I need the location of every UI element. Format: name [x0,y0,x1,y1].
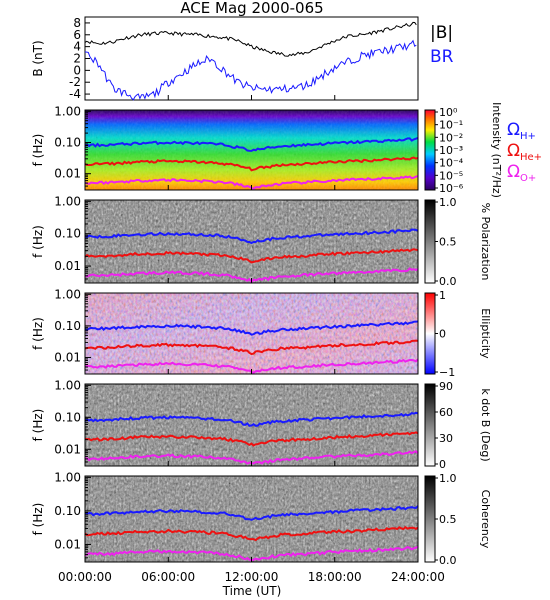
cyclotron-line-omega-He [84,156,419,172]
y-tick-label: 0.10 [54,319,81,333]
panel-polarization: 0.01 0.10 1.00 f (Hz) 1.0 0.5 0.0 % Polarizatio… [31,194,492,288]
y-axis-label: f (Hz) [31,317,45,350]
y-tick-label: 0.10 [54,227,81,241]
colorbar-tick-label: 10⁻³ [439,144,463,157]
y-tick-label: 1.00 [54,194,81,208]
colorbar-tick-label: 60 [439,406,453,419]
y-tick-label: 1.00 [54,470,81,484]
y-tick-label: 1.00 [54,378,81,392]
cyclotron-line-omega-He [84,525,419,542]
chart-title: ACE Mag 2000-065 [180,0,323,17]
y-axis-label: B (nT) [31,40,45,76]
colorbar-label: Intensity (nT²/Hz) [490,102,503,198]
colorbar-label: Coherency [479,490,492,549]
colorbar-tick-label: 0 [439,328,446,341]
y-tick-label: 4 [73,40,81,54]
legend-omega-h: ΩH+ [507,120,536,142]
cyclotron-line-omega-H [84,411,419,427]
y-tick-label: 0.01 [54,167,81,181]
colorbar-tick-label: 10⁻⁶ [439,182,464,195]
colorbar-tick-label: −1 [439,366,455,379]
y-tick-label: 0.10 [54,135,81,149]
y-axis-label: f (Hz) [31,225,45,258]
colorbar-tick-label: 10⁻⁵ [439,169,463,182]
time-axis: 00:00:00 06:00:00 12:00:00 18:00:00 24:00:00… [58,570,445,598]
colorbar [424,383,436,467]
colorbar-tick-label: 30 [439,432,453,445]
time-tick-label: 24:00:00 [391,570,445,584]
series-line-b-total [84,21,417,57]
panel-k-dot-b: 0.01 0.10 1.00 f (Hz) 90 60 30 0 k dot B (Deg) [31,378,492,471]
legend-b-r: BR [430,47,454,67]
legend-omega-he: ΩHe+ [507,141,542,163]
time-tick-label: 06:00:00 [141,570,195,584]
colorbar-tick-label: 0.5 [439,236,457,249]
y-tick-label: 0.10 [54,410,81,424]
colorbar-tick-label: 1.0 [439,472,457,485]
colorbar [424,292,436,375]
colorbar-tick-label: 10⁻¹ [439,119,463,132]
time-tick-label: 12:00:00 [225,570,279,584]
colorbar-tick-label: 10⁰ [439,106,458,119]
y-tick-label: 0.01 [54,350,81,364]
panel-ellipticity: 0.01 0.10 1.00 f (Hz) 1 0 −1 Ellipticity [31,287,492,379]
cyclotron-line-omega-H [84,137,419,152]
y-tick-label: 0.01 [54,442,81,456]
cyclotron-line-omega-He [84,431,419,447]
spectrogram-texture [85,200,418,283]
y-axis-label: f (Hz) [31,503,45,536]
panel-intensity: 0.010.101.00f (Hz)10⁰10⁻¹10⁻²10⁻³10⁻⁴10⁻… [31,102,542,198]
y-tick-label: 8 [73,16,81,30]
panel-coherency: 0.01 0.10 1.00 f (Hz) 1.0 0.5 0.0 Coherency [31,470,492,567]
colorbar-tick-label: 10⁻² [439,131,463,144]
series-line-b-r [84,39,417,101]
legend-b-total: |B| [430,23,453,43]
time-tick-label: 18:00:00 [308,570,362,584]
colorbar-tick-label: 0 [439,458,446,471]
time-tick-label: 00:00:00 [58,570,112,584]
time-axis-label: Time (UT) [222,584,282,598]
y-tick-label: 0.10 [54,504,81,518]
legend-omega-o: ΩO+ [507,162,536,184]
y-tick-label: -2 [69,75,81,89]
y-tick-label: 6 [73,28,81,42]
cyclotron-line-omega-He [84,339,419,356]
colorbar-label: % Polarization [479,203,492,281]
colorbar-tick-label: 0.0 [439,275,457,288]
y-axis-label: f (Hz) [31,409,45,442]
cyclotron-line-omega-H [84,505,419,521]
cyclotron-line-omega-He [84,248,419,264]
y-tick-label: 1.00 [54,287,81,301]
cyclotron-line-omega-H [84,228,419,245]
colorbar-tick-label: 1.0 [439,196,457,209]
colorbar-label: Ellipticity [479,308,492,359]
y-axis-label: f (Hz) [31,134,45,167]
colorbar [424,475,436,563]
colorbar-label: k dot B (Deg) [479,388,492,461]
colorbar [424,199,436,284]
colorbar-tick-label: 1 [439,289,446,302]
y-tick-label: 0.01 [54,537,81,551]
cyclotron-line-omega-H [84,320,419,336]
y-tick-label: 0 [73,63,81,77]
colorbar [424,109,436,191]
colorbar-tick-label: 0.0 [439,554,457,567]
y-tick-label: 2 [73,52,81,66]
colorbar-tick-label: 0.5 [439,513,457,526]
colorbar-tick-label: 90 [439,380,453,393]
y-tick-label: 0.01 [54,259,81,273]
colorbar-tick-label: 10⁻⁴ [439,157,464,170]
y-tick-label: 1.00 [54,104,81,118]
y-tick-label: -4 [69,87,81,101]
